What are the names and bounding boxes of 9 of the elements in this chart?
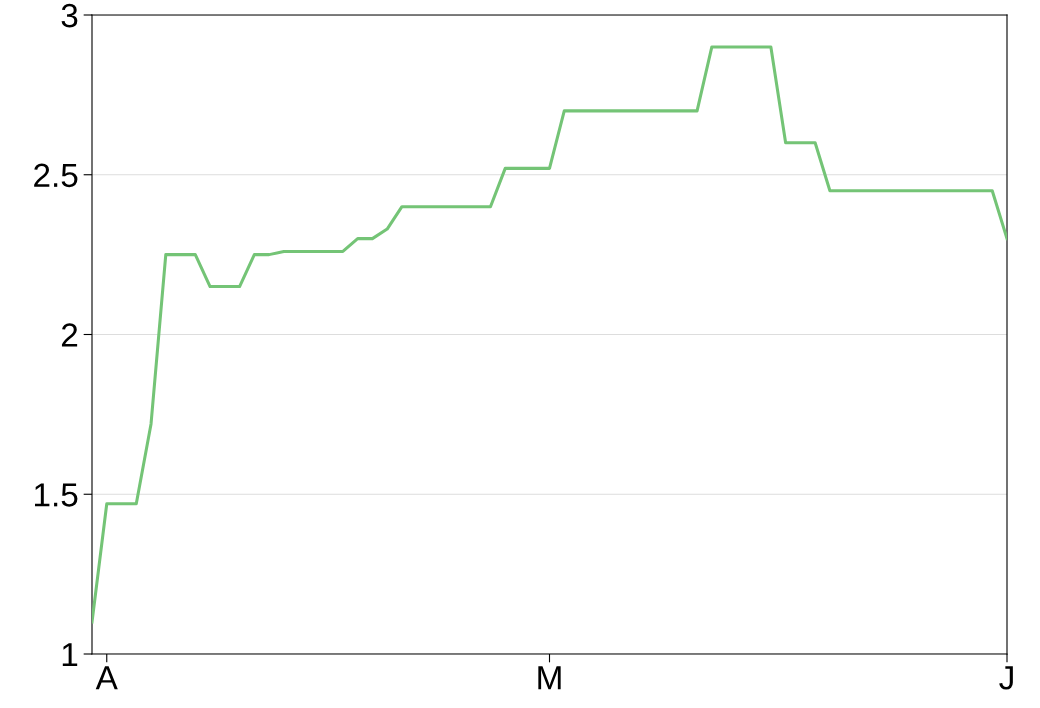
y-tick-label: 1.5 [35,483,78,507]
line-series [92,45,1007,624]
y-tick-label: 2.5 [34,163,78,188]
y-tick-label: 2 [61,323,78,347]
y-tick-label: 3 [61,3,78,28]
x-tick-label: J [999,666,1013,690]
y-tick-label: 1 [62,643,78,667]
x-tick-label: M [538,666,561,690]
x-tick-label: A [95,666,118,690]
